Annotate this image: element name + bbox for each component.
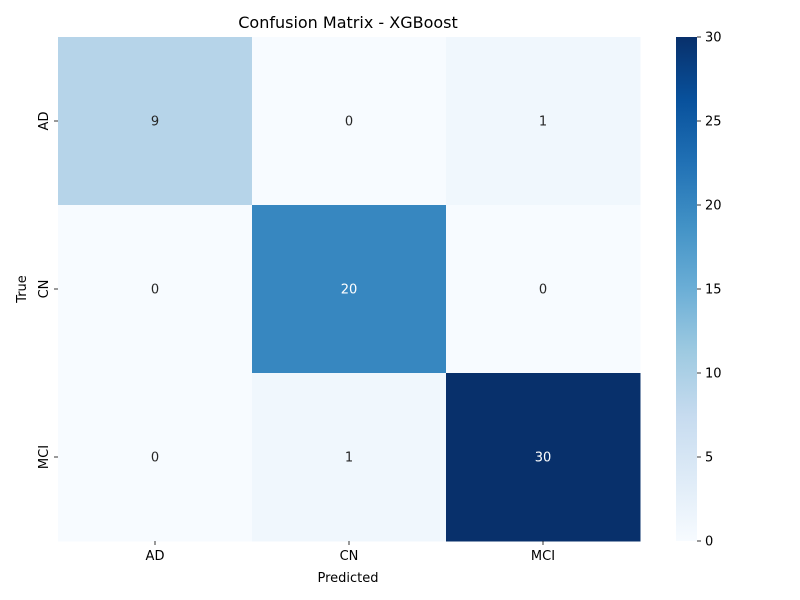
cell-value-label: 0	[151, 451, 159, 466]
y-axis-ticks: AD CN MCI	[37, 112, 58, 469]
x-tick-label: AD	[146, 549, 165, 564]
cell-value-label: 0	[151, 283, 159, 298]
cell-value-label: 30	[535, 451, 552, 466]
colorbar-tick-label: 5	[705, 451, 713, 466]
colorbar-tick-label: 0	[705, 535, 713, 550]
heatmap-cell	[58, 373, 253, 542]
y-axis-label: True	[15, 275, 30, 304]
cell-value-labels: 9 0 10 20 00 1 30	[151, 115, 551, 466]
colorbar-tick-label: 20	[705, 199, 722, 214]
colorbar-tick-label: 30	[705, 31, 722, 46]
x-axis-ticks: AD CN MCI	[146, 541, 555, 564]
heatmap-cell	[252, 37, 447, 206]
x-tick-label: MCI	[531, 549, 555, 564]
heatmap-cell	[446, 373, 641, 542]
heatmap-cell	[58, 37, 253, 206]
cell-value-label: 9	[151, 115, 159, 130]
x-tick-label: CN	[340, 549, 359, 564]
x-axis-label: Predicted	[317, 571, 378, 586]
cell-value-label: 0	[345, 115, 353, 130]
y-tick-label: CN	[37, 280, 52, 299]
heatmap-cell	[58, 205, 253, 374]
colorbar-ticks: 0 5 10 15 20 25 30	[697, 31, 722, 550]
heatmap-cell	[446, 205, 641, 374]
colorbar	[676, 37, 697, 541]
colorbar-tick-label: 10	[705, 367, 722, 382]
colorbar-tick-label: 25	[705, 115, 722, 130]
heatmap-cell	[252, 205, 447, 374]
cell-value-label: 1	[345, 451, 353, 466]
heatmap-grid	[58, 37, 641, 542]
heatmap-cell	[252, 373, 447, 542]
heatmap-cell	[446, 37, 641, 206]
cell-value-label: 0	[539, 283, 547, 298]
y-tick-label: AD	[37, 112, 52, 131]
y-tick-label: MCI	[37, 445, 52, 469]
cell-value-label: 1	[539, 115, 547, 130]
chart-title: Confusion Matrix - XGBoost	[238, 13, 458, 32]
colorbar-tick-label: 15	[705, 283, 722, 298]
cell-value-label: 20	[341, 283, 358, 298]
